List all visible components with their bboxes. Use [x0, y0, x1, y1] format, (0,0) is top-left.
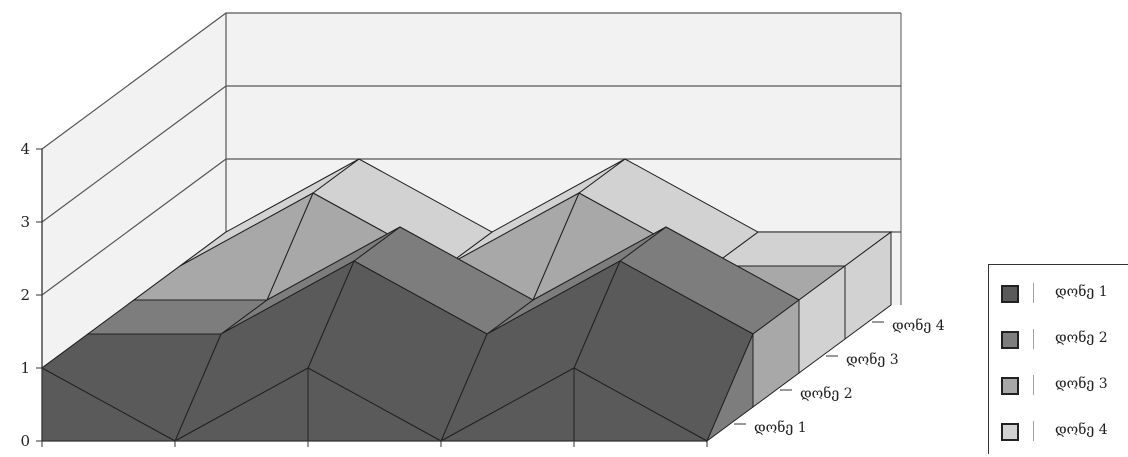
legend-item: დონე 3 — [1001, 375, 1126, 397]
legend-item: დონე 1 — [1001, 283, 1126, 305]
depth-label: დონე 2 — [800, 384, 853, 402]
legend: დონე 1 დონე 2 დონე 3 დონე 4 — [988, 264, 1128, 454]
y-tick-label: 3 — [20, 213, 30, 231]
depth-label: დონე 3 — [846, 350, 899, 368]
chart-svg: 0 1 2 3 4 დონე 1 დონე 2 დონე 3 დონე 4 — [20, 12, 945, 450]
side-face — [844, 231, 892, 340]
legend-swatch — [1001, 423, 1019, 441]
legend-label: დონე 3 — [1055, 376, 1108, 392]
legend-swatch — [1001, 331, 1019, 349]
y-tick-label: 4 — [20, 140, 30, 158]
legend-marker — [1030, 283, 1034, 303]
depth-label: დონე 1 — [754, 418, 807, 436]
legend-label: დონე 1 — [1055, 284, 1108, 300]
depth-label: დონე 4 — [892, 316, 945, 334]
legend-marker — [1030, 329, 1034, 349]
y-tick-label: 0 — [20, 432, 30, 450]
legend-swatch — [1001, 377, 1019, 395]
surface-plot — [41, 158, 893, 443]
legend-marker — [1030, 421, 1034, 441]
legend-swatch — [1001, 285, 1019, 303]
legend-label: დონე 2 — [1055, 330, 1108, 346]
legend-item: დონე 4 — [1001, 421, 1126, 443]
y-tick-label: 2 — [20, 286, 30, 304]
legend-item: დონე 2 — [1001, 329, 1126, 351]
y-tick-label: 1 — [20, 359, 30, 377]
legend-marker — [1030, 375, 1034, 395]
axes: 0 1 2 3 4 დონე 1 დონე 2 დონე 3 დონე 4 — [20, 140, 944, 450]
legend-label: დონე 4 — [1055, 422, 1108, 438]
